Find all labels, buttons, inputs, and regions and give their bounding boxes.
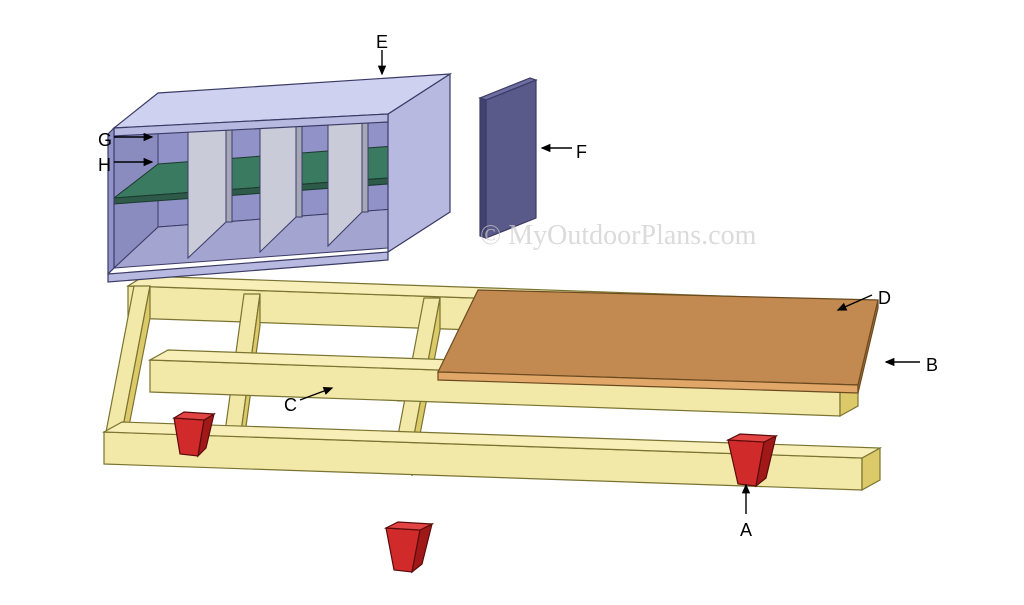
label-f: F [576,142,587,163]
label-c: C [284,395,297,416]
label-h: H [98,155,111,176]
label-b: B [926,355,938,376]
plywood-top [438,290,878,393]
watermark-text: © MyOutdoorPlans.com [480,220,756,252]
diagram-canvas [0,0,1024,605]
label-a: A [740,520,752,541]
label-e: E [376,32,388,53]
leg [386,522,432,572]
label-g: G [98,130,112,151]
label-d: D [878,288,891,309]
back-panel [480,78,536,238]
cabinet-assembly [108,74,450,282]
